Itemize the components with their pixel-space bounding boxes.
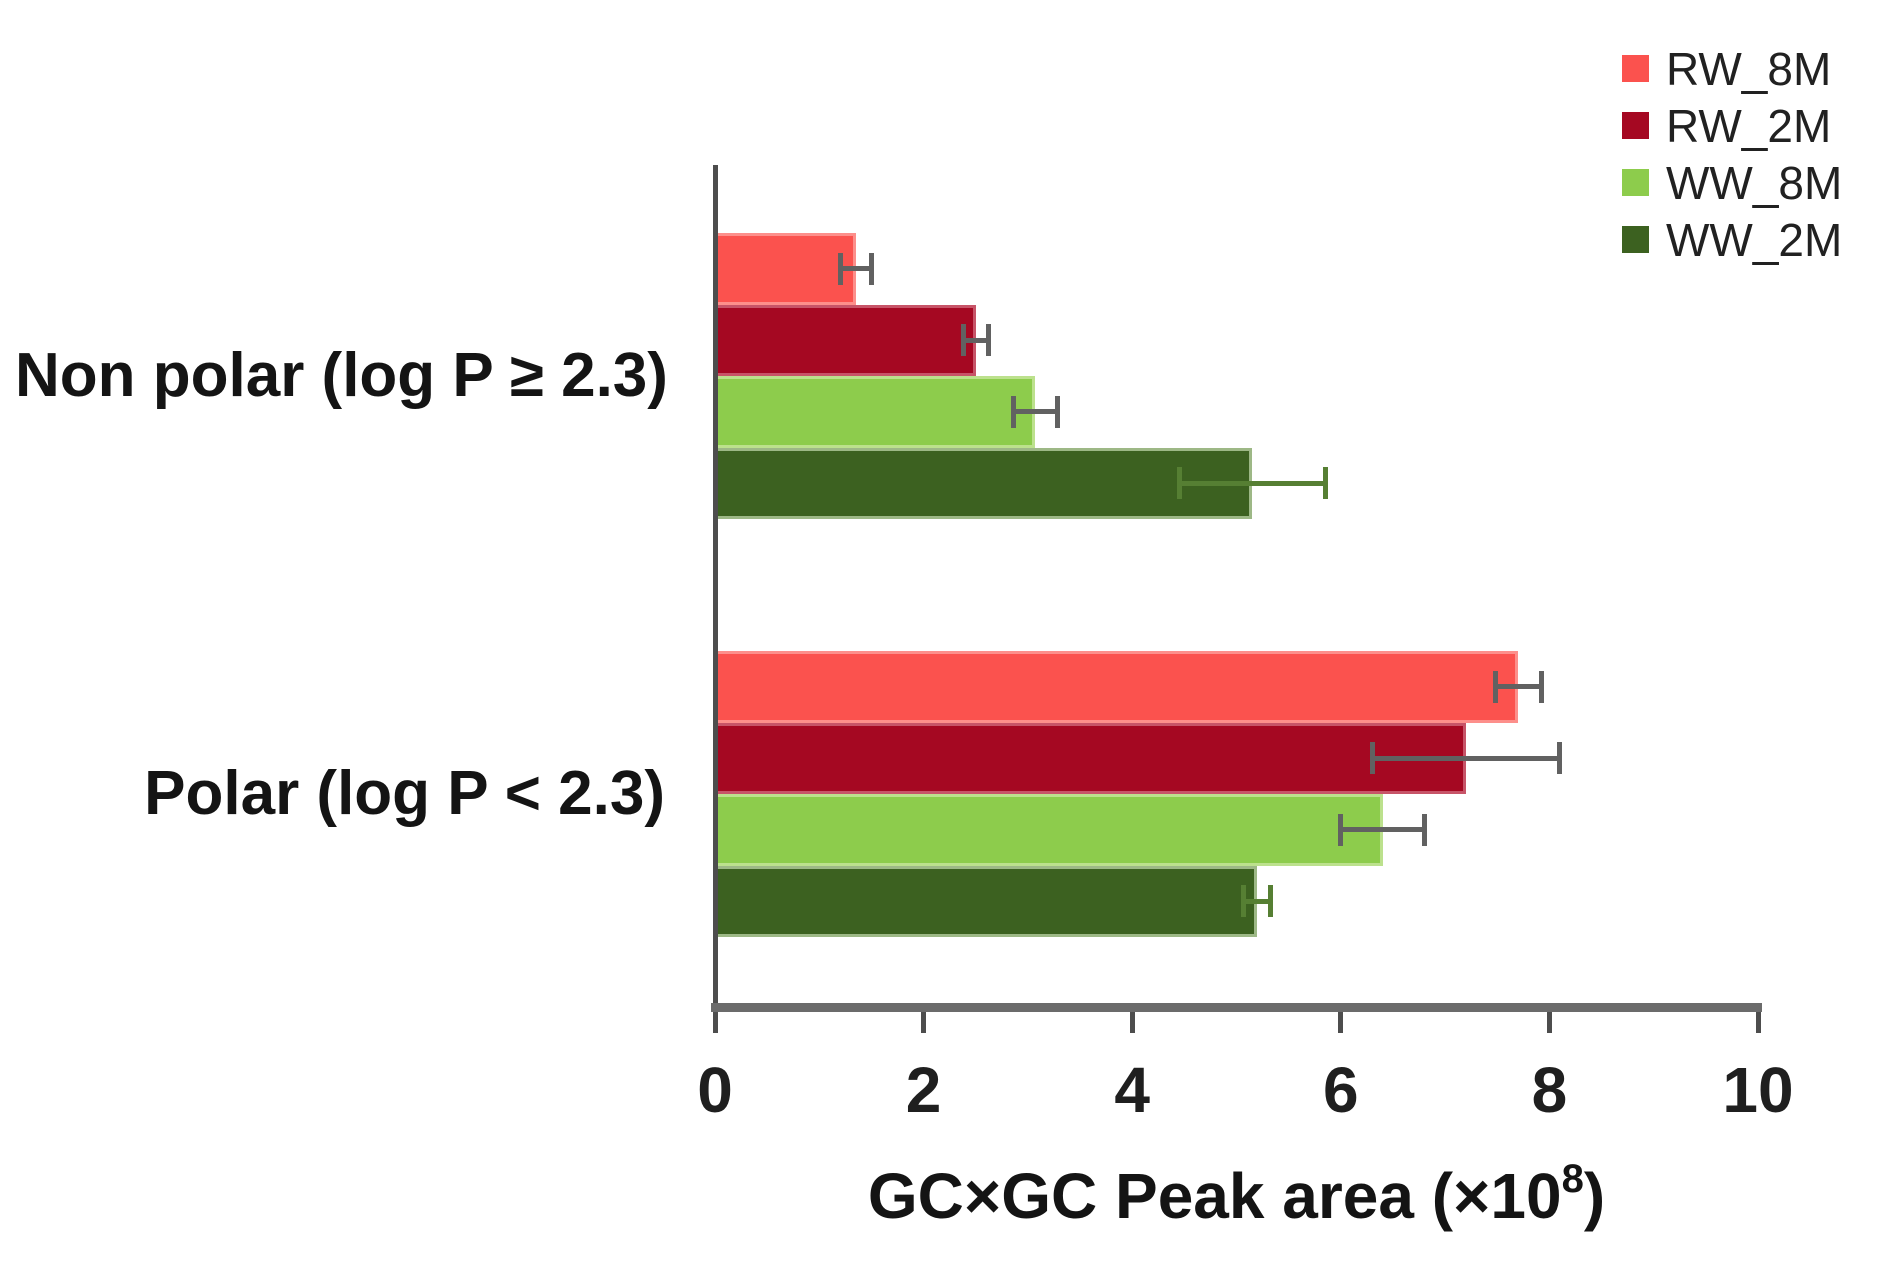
error-bar-polar-WW_2M (1243, 898, 1271, 904)
x-axis-tick-0 (712, 1012, 718, 1033)
legend: RW_8M RW_2M WW_8M WW_2M (1622, 40, 1842, 268)
legend-item-RW_8M: RW_8M (1622, 40, 1842, 97)
category-label-polar: Polar (log P < 2.3) (144, 759, 665, 828)
legend-label-WW_2M: WW_2M (1666, 213, 1843, 266)
error-bar-cap-non-polar-RW_8M-high (868, 252, 874, 285)
error-bar-cap-polar-RW_2M-high (1557, 742, 1563, 775)
x-axis-line (711, 1003, 1762, 1012)
error-bar-cap-polar-RW_2M-low (1369, 742, 1375, 775)
error-bar-cap-polar-WW_8M-high (1421, 813, 1427, 846)
bar-non-polar-RW_2M (715, 304, 976, 376)
x-axis-tick-label-2: 2 (905, 1054, 942, 1126)
x-axis-tick-label-4: 4 (1114, 1054, 1150, 1126)
error-bar-cap-polar-WW_8M-low (1338, 813, 1344, 846)
error-bar-non-polar-WW_2M (1179, 480, 1326, 486)
x-axis-tick-10 (1755, 1012, 1761, 1033)
bar-non-polar-WW_8M (715, 376, 1036, 448)
legend-label-RW_8M: RW_8M (1666, 42, 1832, 95)
error-bar-polar-RW_8M (1495, 684, 1542, 690)
error-bar-cap-non-polar-RW_2M-low (960, 324, 966, 357)
x-axis-title-superscript: 8 (1561, 1157, 1584, 1201)
bar-polar-RW_8M (715, 651, 1519, 723)
x-axis-tick-6 (1338, 1012, 1344, 1033)
error-bar-cap-non-polar-RW_2M-high (985, 324, 991, 357)
bar-non-polar-RW_8M (715, 233, 856, 305)
category-label-non-polar: Non polar (log P ≥ 2.3) (15, 341, 668, 410)
x-axis-tick-label-10: 10 (1722, 1054, 1794, 1126)
y-axis-line (713, 165, 718, 1012)
x-axis-tick-label-6: 6 (1323, 1054, 1359, 1126)
legend-item-WW_8M: WW_8M (1622, 154, 1842, 211)
error-bar-cap-non-polar-WW_8M-high (1054, 395, 1060, 428)
error-bar-cap-polar-WW_2M-high (1268, 885, 1274, 918)
error-bar-non-polar-WW_8M (1013, 409, 1058, 415)
error-bar-cap-non-polar-WW_8M-low (1010, 395, 1016, 428)
error-bar-cap-polar-RW_8M-high (1538, 670, 1544, 703)
legend-swatch-RW_2M (1622, 112, 1649, 139)
bar-polar-WW_2M (715, 865, 1258, 937)
legend-swatch-WW_8M (1622, 169, 1649, 196)
error-bar-cap-polar-WW_2M-low (1241, 885, 1247, 918)
legend-label-RW_2M: RW_2M (1666, 99, 1832, 152)
bar-polar-RW_2M (715, 722, 1466, 794)
error-bar-cap-non-polar-WW_2M-high (1322, 467, 1328, 500)
x-axis-tick-label-0: 0 (697, 1054, 733, 1126)
x-axis-title-text: GC×GC Peak area (×10 (867, 1160, 1562, 1232)
error-bar-polar-RW_2M (1372, 755, 1560, 761)
legend-item-WW_2M: WW_2M (1622, 211, 1842, 268)
x-axis-title-close-paren: ) (1583, 1160, 1606, 1232)
legend-swatch-RW_8M (1622, 55, 1649, 82)
error-bar-non-polar-RW_2M (963, 337, 989, 343)
legend-swatch-WW_2M (1622, 226, 1649, 253)
error-bar-cap-non-polar-WW_2M-low (1176, 467, 1182, 500)
x-axis-tick-label-8: 8 (1531, 1054, 1568, 1126)
bar-non-polar-WW_2M (715, 447, 1253, 519)
error-bar-cap-non-polar-RW_8M-low (837, 252, 843, 285)
error-bar-non-polar-RW_8M (840, 266, 872, 272)
error-bar-cap-polar-RW_8M-low (1492, 670, 1498, 703)
error-bar-polar-WW_8M (1340, 827, 1425, 833)
x-axis-tick-2 (921, 1012, 927, 1033)
x-axis-tick-4 (1129, 1012, 1135, 1033)
x-axis-tick-8 (1546, 1012, 1552, 1033)
legend-label-WW_8M: WW_8M (1666, 156, 1843, 209)
x-axis-title: GC×GC Peak area (×108) (715, 1158, 1758, 1234)
legend-item-RW_2M: RW_2M (1622, 97, 1842, 154)
